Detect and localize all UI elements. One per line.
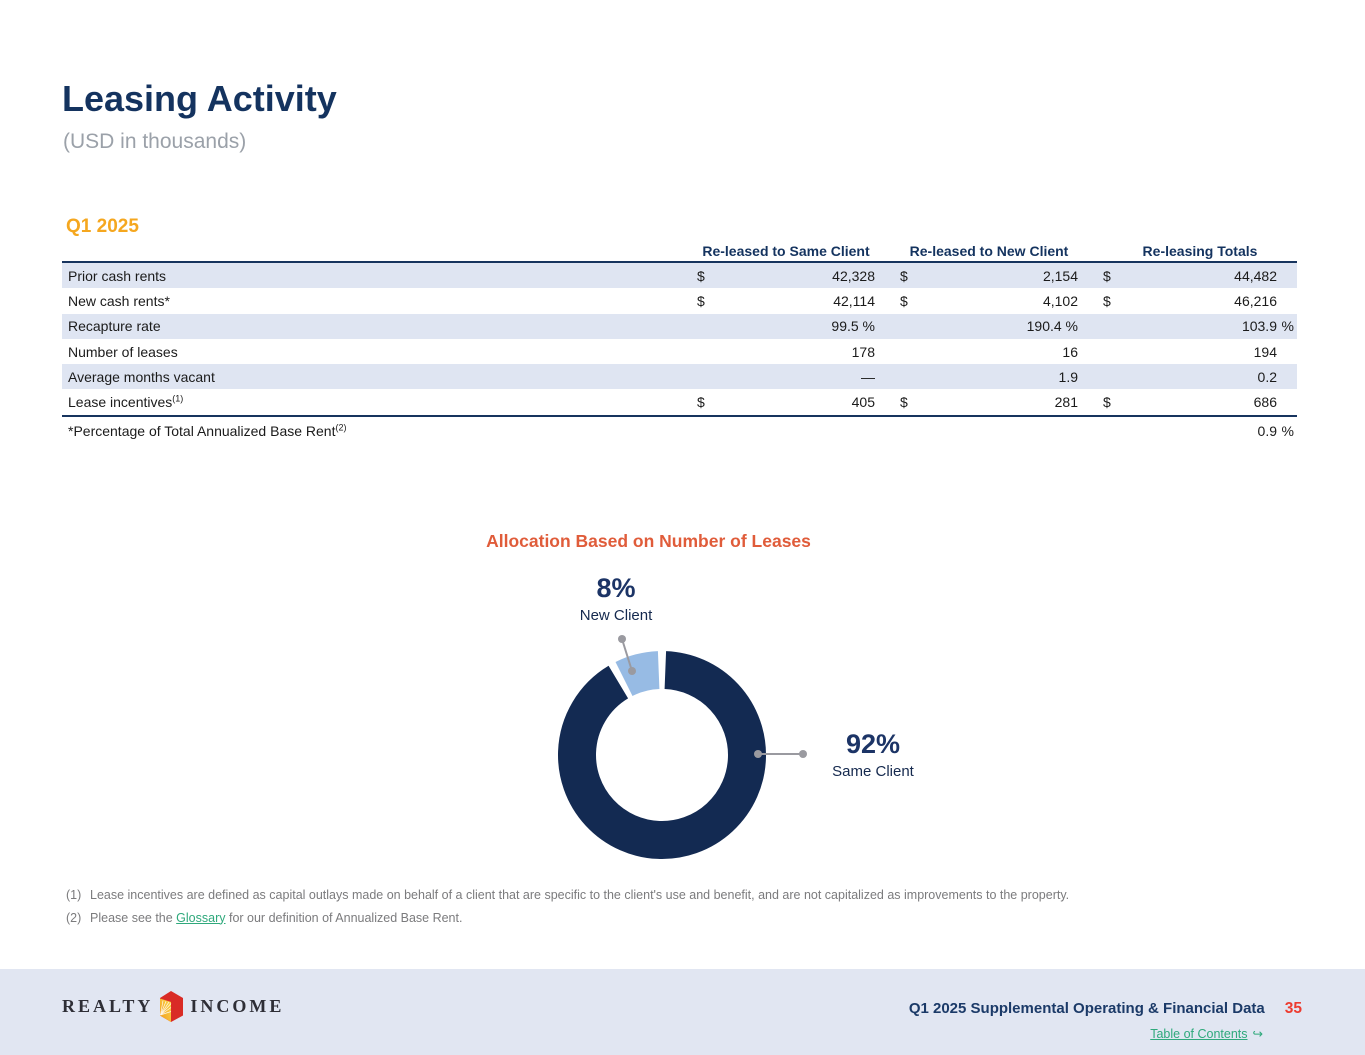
page-subtitle: (USD in thousands) — [63, 130, 247, 153]
table-cell-new-client: $281 — [900, 394, 1078, 411]
table-cell-same-client: 99.5 % — [831, 318, 875, 335]
logo-word-realty: REALTY — [62, 996, 154, 1016]
footer-toc-row: Table of Contents ↪ — [1150, 1026, 1263, 1042]
unit-cell: % — [1281, 318, 1294, 335]
table-row: Average months vacant — 1.9 0.2 — [62, 364, 1297, 390]
table-cell-same-client: 178 — [851, 343, 875, 360]
summary-value-cell: 0.9 — [1257, 422, 1277, 439]
table-cell-same-client: — — [861, 368, 875, 385]
summary-label: *Percentage of Total Annualized Base Ren… — [68, 422, 347, 439]
footnote-1: (1) Lease incentives are defined as capit… — [66, 888, 1069, 902]
donut-slice-same-client — [558, 651, 766, 859]
logo-word-income: INCOME — [190, 996, 285, 1016]
footer-title-row: Q1 2025 Supplemental Operating & Financi… — [909, 1000, 1302, 1018]
table-cell-totals: $686 — [1103, 394, 1277, 411]
table-row: Prior cash rents $42,328 $2,154 $44,482 — [62, 263, 1297, 289]
table-cell-new-client: $4,102 — [900, 292, 1078, 309]
table-cell-totals: $44,482 — [1103, 267, 1277, 284]
row-label: Recapture rate — [68, 318, 161, 335]
table-row: Number of leases 178 16 194 — [62, 339, 1297, 364]
footnote-2-number: (2) — [66, 910, 82, 925]
leader-lines — [618, 635, 807, 758]
table-of-contents-link[interactable]: Table of Contents — [1150, 1026, 1248, 1041]
row-label: Number of leases — [68, 343, 178, 360]
table-header-row: Re-leased to Same Client Re-leased to Ne… — [62, 240, 1297, 263]
realty-income-house-icon — [160, 991, 184, 1022]
table-cell-new-client: 16 — [1062, 343, 1078, 360]
document-title: Q1 2025 Supplemental Operating & Financi… — [908, 1000, 1265, 1017]
same-client-percentage: 92% — [845, 729, 901, 759]
row-label: New cash rents* — [68, 292, 170, 309]
new-client-percentage: 8% — [596, 573, 636, 603]
footer: REALTY INCOM — [0, 969, 1365, 1055]
col-header-new-client: Re-leased to New Client — [909, 242, 1069, 259]
row-label: Average months vacant — [68, 368, 215, 385]
table-cell-new-client: 1.9 — [1058, 368, 1078, 385]
table-cell-new-client: 190.4 % — [1026, 318, 1078, 335]
toc-hook-arrow-icon: ↪ — [1252, 1027, 1263, 1041]
table-cell-same-client: $405 — [697, 394, 875, 411]
table-body: Prior cash rents $42,328 $2,154 $44,482 … — [62, 263, 1297, 417]
section-label: Q1 2025 — [66, 216, 139, 237]
row-label: Lease incentives(1) — [68, 393, 184, 411]
same-client-label: Same Client — [832, 763, 914, 780]
table-cell-new-client: $2,154 — [900, 267, 1078, 284]
glossary-link[interactable]: Glossary — [176, 910, 226, 925]
page-number: 35 — [1284, 1000, 1302, 1017]
donut-chart — [557, 635, 807, 860]
col-header-totals: Re-leasing Totals — [1142, 242, 1258, 259]
table-summary-row: *Percentage of Total Annualized Base Ren… — [62, 417, 1297, 445]
row-label: Prior cash rents — [68, 267, 167, 284]
table-cell-totals: 194 — [1253, 343, 1277, 360]
footnote-ref-2: (2) — [335, 422, 347, 433]
allocation-chart: Allocation Based on Number of Leases 8% … — [0, 525, 1365, 880]
footnote-1-text: Lease incentives are defined as capital … — [90, 888, 1070, 902]
footnote-1-number: (1) — [66, 888, 82, 902]
summary-unit: % — [1281, 422, 1294, 439]
col-header-same-client: Re-leased to Same Client — [702, 242, 870, 259]
new-client-label: New Client — [579, 607, 653, 624]
footnote-2: (2) Please see the Glossary for our defin… — [66, 911, 1069, 925]
table-row: Lease incentives(1) $405 $281 $686 — [62, 389, 1297, 414]
leasing-activity-table: Re-leased to Same Client Re-leased to Ne… — [62, 240, 1297, 445]
page-title: Leasing Activity — [62, 78, 337, 119]
footnote-2-text: Please see the Glossary for our definiti… — [90, 910, 463, 925]
footnotes: (1) Lease incentives are defined as capit… — [66, 888, 1069, 933]
donut-slice-new-client — [557, 651, 766, 860]
table-row: New cash rents* $42,114 $4,102 $46,216 — [62, 288, 1297, 313]
table-cell-totals: 0.2 — [1257, 368, 1277, 385]
table-cell-totals: $46,216 — [1103, 292, 1277, 309]
table-cell-same-client: $42,328 — [697, 267, 875, 284]
table-cell-totals: 103.9 — [1241, 318, 1277, 335]
table-cell-same-client: $42,114 — [697, 292, 875, 309]
chart-title: Allocation Based on Number of Leases — [486, 531, 811, 551]
table-row: Recapture rate 99.5 % 190.4 % 103.9 % — [62, 313, 1297, 339]
realty-income-logo: REALTY INCOM — [62, 991, 284, 1022]
